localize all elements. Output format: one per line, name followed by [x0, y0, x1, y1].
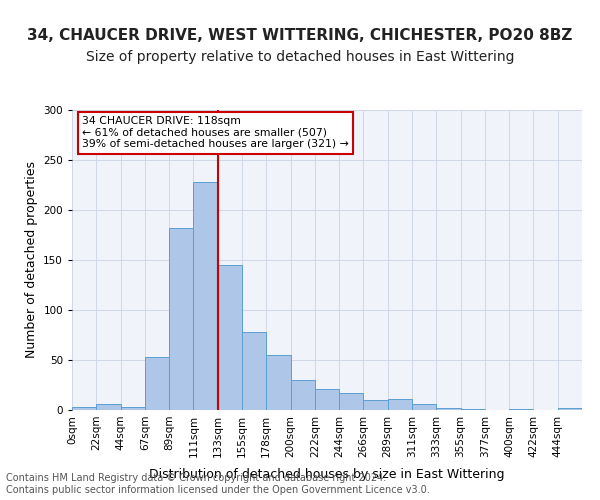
Text: Size of property relative to detached houses in East Wittering: Size of property relative to detached ho…: [86, 50, 514, 64]
Bar: [339, 393, 364, 410]
X-axis label: Distribution of detached houses by size in East Wittering: Distribution of detached houses by size …: [149, 468, 505, 481]
Bar: [193, 182, 218, 410]
Bar: [412, 404, 436, 410]
Bar: [364, 400, 388, 410]
Bar: [242, 332, 266, 410]
Bar: [121, 407, 145, 410]
Bar: [145, 357, 169, 410]
Y-axis label: Number of detached properties: Number of detached properties: [25, 162, 38, 358]
Bar: [315, 389, 339, 410]
Bar: [436, 408, 461, 410]
Bar: [96, 404, 121, 410]
Bar: [218, 265, 242, 410]
Bar: [461, 409, 485, 410]
Bar: [388, 399, 412, 410]
Bar: [72, 407, 96, 410]
Bar: [266, 355, 290, 410]
Text: 34 CHAUCER DRIVE: 118sqm
← 61% of detached houses are smaller (507)
39% of semi-: 34 CHAUCER DRIVE: 118sqm ← 61% of detach…: [82, 116, 349, 149]
Bar: [509, 409, 533, 410]
Text: Contains HM Land Registry data © Crown copyright and database right 2024.
Contai: Contains HM Land Registry data © Crown c…: [6, 474, 430, 495]
Text: 34, CHAUCER DRIVE, WEST WITTERING, CHICHESTER, PO20 8BZ: 34, CHAUCER DRIVE, WEST WITTERING, CHICH…: [28, 28, 572, 42]
Bar: [558, 408, 582, 410]
Bar: [290, 380, 315, 410]
Bar: [169, 228, 193, 410]
